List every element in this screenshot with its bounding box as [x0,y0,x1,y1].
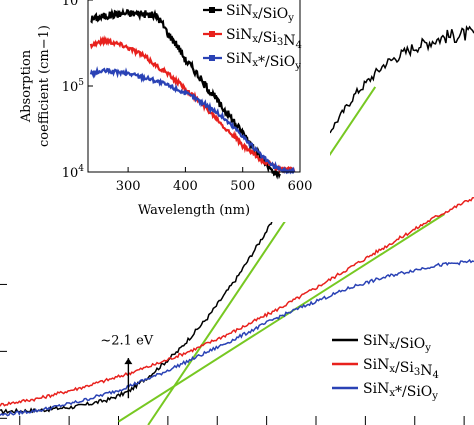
main-legend-label-0: SiNx/SiOy [363,333,431,354]
inset-x-tick-label-1: 400 [173,179,198,194]
inset-legend-marker-1 [209,31,215,37]
band-gap-label: ~2.1 eV [100,334,153,349]
inset-legend-marker-0 [209,7,215,13]
inset-y-tick-label-2: 106 [62,0,85,9]
inset-x-tick-label-2: 500 [230,179,255,194]
inset-y-tick-label-1: 105 [62,78,85,95]
inset-x-tick-label-0: 300 [116,179,141,194]
inset-axis-ticks: 300 400 500 600 104 105 106 [62,0,313,194]
inset-y-tick-label-0: 104 [62,164,85,181]
inset-x-axis-label: Wavelength (nm) [138,203,250,218]
inset-plot: 300 400 500 600 104 105 106 Wavelength (nm) Ab… [0,0,330,222]
main-legend-label-2: SiNx*/SiOy [363,381,438,402]
band-gap-annotation: ~2.1 eV [100,334,154,399]
main-series-line-2 [0,258,474,417]
inset-series-line-2 [89,65,296,175]
fit-line-1 [117,213,445,423]
inset-y-axis-label-line2: coefficient (cm−1) [37,25,52,147]
main-fit-lines [117,86,445,425]
main-series-line-1 [0,196,474,407]
inset-legend-label-1: SiNx/Si3N4 [226,27,302,51]
main-series-line-0 [0,25,474,415]
band-gap-arrowhead [124,358,133,365]
main-legend-label-1: SiNx/Si3N4 [363,357,439,381]
inset-series-group [89,7,296,180]
fit-line-0 [147,86,377,425]
inset-background [0,0,330,222]
inset-legend-label-0: SiNx/SiOy [226,3,294,24]
inset-legend-label-2: SiNx*/SiOy [226,51,301,72]
inset-series-line-1 [89,35,296,175]
main-series-group [0,25,474,417]
inset-legend-marker-2 [209,55,215,61]
inset-x-tick-label-3: 600 [288,179,313,194]
inset-y-axis-label-line1: Absorption [19,49,34,123]
